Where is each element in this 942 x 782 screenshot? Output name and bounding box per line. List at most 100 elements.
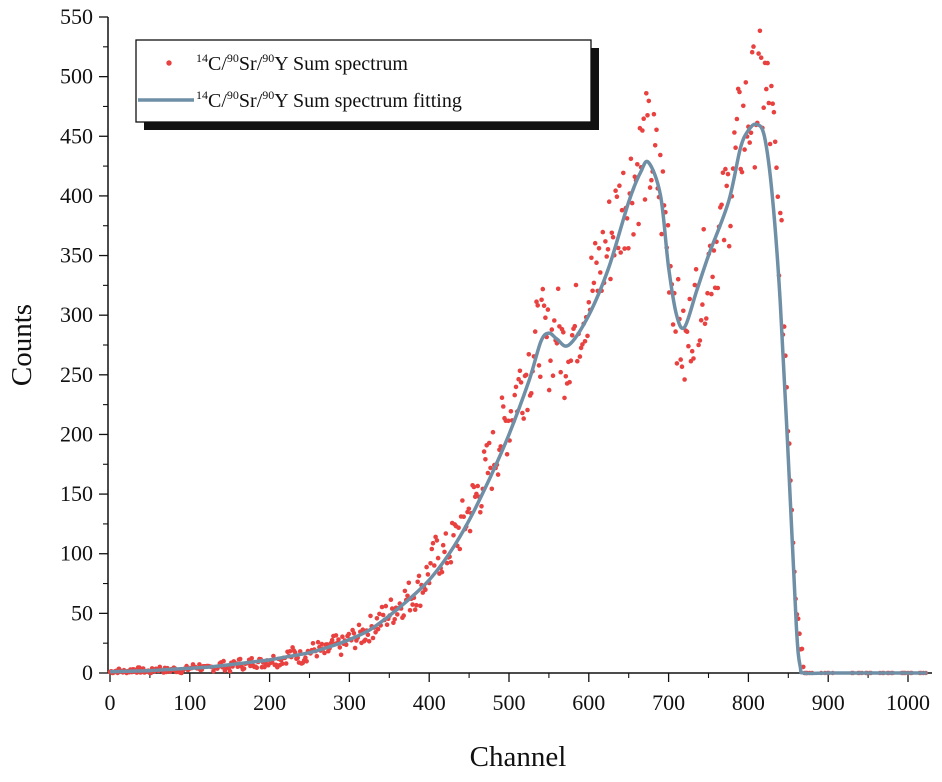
data-point xyxy=(569,333,575,338)
data-point xyxy=(622,246,627,251)
data-point xyxy=(405,593,410,599)
data-point xyxy=(640,128,645,133)
y-tick-label: 250 xyxy=(60,362,93,387)
data-point xyxy=(550,373,556,379)
data-point xyxy=(513,384,519,390)
data-point xyxy=(561,330,566,335)
data-point xyxy=(303,655,308,660)
data-point xyxy=(679,364,685,370)
x-tick-label: 200 xyxy=(253,690,286,715)
data-point xyxy=(698,318,704,323)
data-point xyxy=(628,156,634,162)
y-tick-label: 400 xyxy=(60,183,93,208)
data-point xyxy=(466,506,472,512)
data-point xyxy=(563,374,569,379)
y-tick-label: 0 xyxy=(82,660,93,685)
y-tick-label: 150 xyxy=(60,481,93,506)
data-point xyxy=(743,80,749,85)
data-point xyxy=(732,130,737,135)
data-point xyxy=(728,223,733,229)
data-point xyxy=(674,361,680,366)
data-point xyxy=(582,339,588,344)
data-point xyxy=(769,83,774,89)
data-point xyxy=(508,409,514,414)
data-point xyxy=(710,274,715,280)
data-point xyxy=(558,369,563,375)
data-point xyxy=(631,232,636,237)
data-point xyxy=(562,395,567,401)
data-point xyxy=(646,98,652,104)
data-point xyxy=(605,247,611,252)
data-point xyxy=(457,546,463,552)
data-point xyxy=(578,345,584,351)
data-point xyxy=(415,579,421,585)
data-point xyxy=(778,210,783,216)
data-point xyxy=(629,200,635,206)
data-point xyxy=(412,607,418,612)
data-point xyxy=(645,113,650,118)
data-point xyxy=(402,588,408,594)
data-point xyxy=(516,376,521,382)
y-tick-label: 350 xyxy=(60,243,93,268)
x-tick-label: 100 xyxy=(173,690,206,715)
data-point xyxy=(280,661,285,666)
data-point xyxy=(137,665,142,670)
data-point xyxy=(619,207,625,213)
data-point xyxy=(774,165,779,170)
legend-label-scatter: 14C/90Sr/90Y Sum spectrum xyxy=(196,51,408,75)
data-point xyxy=(283,661,289,666)
data-point xyxy=(756,51,761,56)
data-point xyxy=(319,641,325,647)
data-point xyxy=(297,649,303,654)
data-point xyxy=(682,377,687,382)
data-point xyxy=(543,315,548,321)
legend-box xyxy=(135,39,592,123)
data-point xyxy=(715,285,721,291)
data-point xyxy=(572,323,578,329)
data-point xyxy=(775,194,781,199)
data-point xyxy=(249,656,254,661)
data-point xyxy=(647,185,653,190)
data-point xyxy=(435,555,441,561)
data-point xyxy=(538,374,543,380)
data-point xyxy=(606,199,612,204)
data-point xyxy=(751,44,756,49)
data-point xyxy=(384,622,390,627)
data-point xyxy=(352,645,358,651)
data-point xyxy=(529,391,534,396)
data-point xyxy=(478,510,483,515)
data-point xyxy=(689,348,695,354)
data-point xyxy=(407,608,413,613)
data-point xyxy=(766,100,772,106)
data-point xyxy=(764,86,769,92)
data-point xyxy=(489,486,495,492)
data-point xyxy=(632,174,638,179)
data-point xyxy=(613,188,618,193)
data-point xyxy=(702,321,708,327)
data-point xyxy=(534,299,539,305)
data-point xyxy=(373,630,378,635)
data-point xyxy=(495,472,501,477)
y-ticks: 0 50 100 150 200 250 300 350 400 450 500 550 xyxy=(60,4,108,685)
data-point xyxy=(221,658,226,664)
data-point xyxy=(338,652,344,658)
data-point xyxy=(346,631,352,637)
data-point xyxy=(241,666,247,671)
data-point xyxy=(711,248,717,253)
data-point xyxy=(580,342,585,347)
data-point xyxy=(771,109,777,115)
data-point xyxy=(337,645,343,650)
data-point xyxy=(485,470,491,476)
data-point xyxy=(377,611,382,617)
data-point xyxy=(434,538,440,543)
data-point xyxy=(418,603,423,609)
data-point xyxy=(642,197,648,202)
data-point xyxy=(370,635,376,641)
data-point xyxy=(410,602,415,607)
data-point xyxy=(586,300,592,305)
data-point xyxy=(608,276,613,282)
data-point xyxy=(658,152,663,158)
data-point xyxy=(733,145,738,150)
data-point xyxy=(486,440,492,446)
data-point xyxy=(388,597,394,602)
